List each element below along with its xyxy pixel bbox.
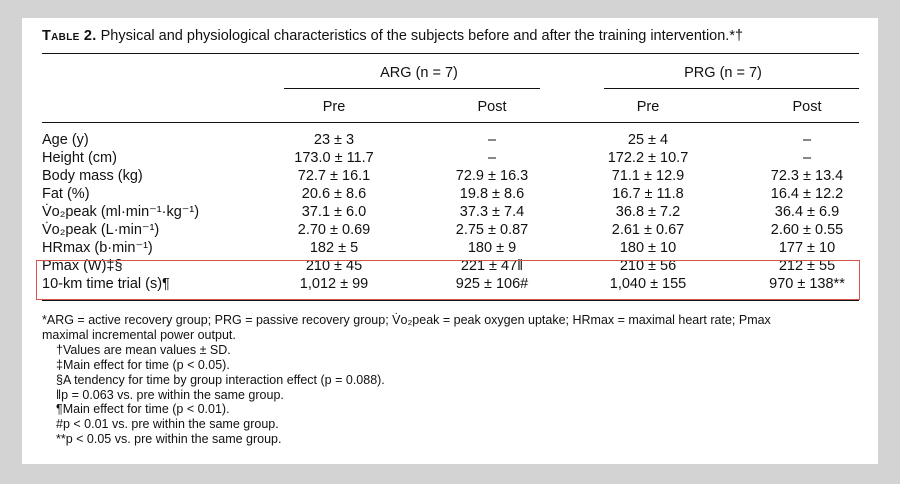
table-cell: 16.4 ± 12.2 <box>770 186 844 202</box>
table-cell: 970 ± 138** <box>769 276 845 292</box>
table-cell: 37.1 ± 6.0 <box>301 204 367 220</box>
table-cell: 2.60 ± 0.55 <box>770 222 844 238</box>
table-cell: 72.9 ± 16.3 <box>455 168 529 184</box>
header-rule <box>42 122 859 123</box>
table-cell: 16.7 ± 11.8 <box>612 186 684 202</box>
highlight-box <box>36 260 860 300</box>
table-cell: 1,012 ± 99 <box>299 276 369 292</box>
group-header-prg: PRG (n = 7) <box>587 65 859 81</box>
table-cell: 2.75 ± 0.87 <box>455 222 529 238</box>
table-cell: 19.8 ± 8.6 <box>459 186 525 202</box>
table-cell: 36.4 ± 6.9 <box>774 204 840 220</box>
table-cell: 2.70 ± 0.69 <box>297 222 371 238</box>
table-cell: – <box>802 132 812 148</box>
table-cell: 23 ± 3 <box>313 132 355 148</box>
table-cell: 172.2 ± 10.7 <box>607 150 689 166</box>
table-cell: 212 ± 55 <box>778 258 836 274</box>
row-label: Fat (%) <box>42 186 90 202</box>
row-label: V̇o₂peak (L·min⁻¹) <box>42 222 160 238</box>
group-header-arg: ARG (n = 7) <box>284 65 554 81</box>
table-cell: 20.6 ± 8.6 <box>301 186 367 202</box>
table-cell: – <box>802 150 812 166</box>
footnote: ¶Main effect for time (p < 0.01). <box>56 402 230 417</box>
table-cell: 72.3 ± 13.4 <box>770 168 844 184</box>
footnote: *ARG = active recovery group; PRG = pass… <box>42 313 771 327</box>
footnote: maximal incremental power output. <box>42 327 236 342</box>
table-cell: 173.0 ± 11.7 <box>294 150 374 166</box>
table-cell: 2.61 ± 0.67 <box>611 222 685 238</box>
group-name: PRG <box>684 65 716 81</box>
footnote: #p < 0.01 vs. pre within the same group. <box>56 417 279 432</box>
table-cell: 182 ± 5 <box>309 240 359 256</box>
table-cell: 177 ± 10 <box>778 240 836 256</box>
group-name: ARG <box>380 65 412 81</box>
row-label: HRmax (b·min⁻¹) <box>42 240 153 256</box>
row-label: Age (y) <box>42 132 89 148</box>
table-cell: – <box>487 132 497 148</box>
table-cell: 221 ± 47‖ <box>460 258 524 274</box>
footnote: **p < 0.05 vs. pre within the same group… <box>56 432 282 447</box>
row-label: Body mass (kg) <box>42 168 143 184</box>
table-cell: 210 ± 45 <box>305 258 363 274</box>
footnote: ‖p = 0.063 vs. pre within the same group… <box>56 387 284 402</box>
table-cell: – <box>487 150 497 166</box>
table-title: Physical and physiological characteristi… <box>100 28 744 44</box>
table-cell: 180 ± 10 <box>619 240 677 256</box>
table-cell: 1,040 ± 155 <box>609 276 687 292</box>
table-cell: 25 ± 4 <box>627 132 669 148</box>
table-card: Table 2. Physical and physiological char… <box>22 18 878 464</box>
table-cell: 210 ± 56 <box>619 258 677 274</box>
subheader-prg-post: Post <box>792 99 822 115</box>
table-footnotes: *ARG = active recovery group; PRG = pass… <box>42 313 771 447</box>
table-caption: Table 2. Physical and physiological char… <box>42 28 743 44</box>
table-cell: 36.8 ± 7.2 <box>615 204 681 220</box>
top-rule <box>42 53 859 54</box>
footnote: §A tendency for time by group interactio… <box>56 372 385 387</box>
table-cell: 180 ± 9 <box>467 240 517 256</box>
row-label: 10-km time trial (s)¶ <box>42 276 170 292</box>
bottom-rule <box>42 300 859 301</box>
table-cell: 71.1 ± 12.9 <box>611 168 685 184</box>
group-rule-arg <box>284 88 540 89</box>
table-cell: 72.7 ± 16.1 <box>297 168 371 184</box>
table-cell: 925 ± 106# <box>455 276 529 292</box>
group-n: (n = 7) <box>719 65 762 81</box>
footnote: ‡Main effect for time (p < 0.05). <box>56 357 230 372</box>
table-cell: 37.3 ± 7.4 <box>459 204 525 220</box>
footnote: †Values are mean values ± SD. <box>56 342 231 357</box>
row-label: Pmax (W)‡§ <box>42 258 123 274</box>
subheader-arg-pre: Pre <box>322 99 346 115</box>
row-label: V̇o₂peak (ml·min⁻¹·kg⁻¹) <box>42 204 200 220</box>
subheader-prg-pre: Pre <box>636 99 660 115</box>
row-label: Height (cm) <box>42 150 117 166</box>
subheader-arg-post: Post <box>477 99 507 115</box>
group-rule-prg <box>604 88 859 89</box>
table-label: Table 2. <box>42 28 97 44</box>
group-n: (n = 7) <box>415 65 458 81</box>
